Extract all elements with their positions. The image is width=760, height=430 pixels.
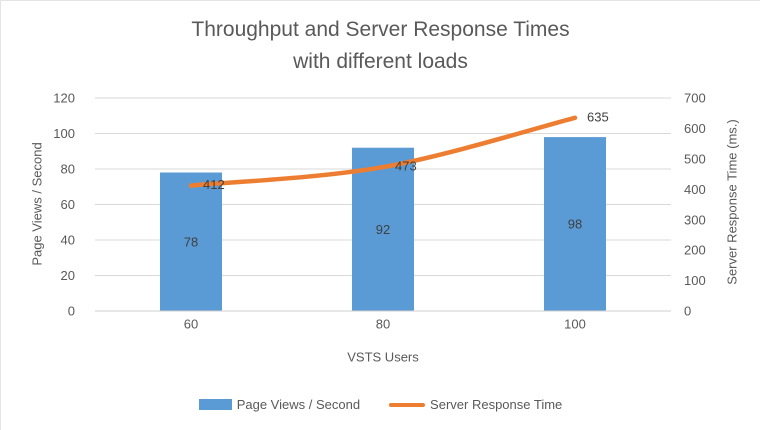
y-left-tick-label: 20 <box>61 268 75 283</box>
y-left-tick-label: 120 <box>53 91 75 106</box>
bar-value-label: 92 <box>376 222 390 237</box>
legend-label-page-views: Page Views / Second <box>236 397 361 412</box>
y-left-tick-label: 80 <box>61 162 75 177</box>
y-right-tick-label: 100 <box>684 273 706 288</box>
chart-title-line1: Throughput and Server Response Times <box>191 18 570 41</box>
bar-100 <box>544 137 606 312</box>
bar-series-swatch-icon <box>198 399 232 410</box>
y-right-tick-label: 500 <box>684 151 706 166</box>
server-response-time-line <box>188 115 578 188</box>
y-left-tick-label: 0 <box>68 304 75 319</box>
x-axis-title: VSTS Users <box>347 349 419 365</box>
y-right-tick-label: 0 <box>684 304 691 319</box>
y-right-tick-label: 200 <box>684 243 706 258</box>
bar-60 <box>160 172 222 311</box>
y-right-tick-label: 400 <box>684 182 706 197</box>
bar-80 <box>352 147 414 311</box>
chart-title-line2: with different loads <box>293 50 468 73</box>
legend-item-page-views: Page Views / Second <box>198 397 361 412</box>
y-left-tick-label: 40 <box>61 233 75 248</box>
y-right-tick-label: 700 <box>684 91 706 106</box>
chart-title: Throughput and Server Response Times wit… <box>1 14 760 78</box>
line-value-label: 635 <box>587 109 609 124</box>
line-series-swatch-icon <box>389 402 426 407</box>
bar-value-label: 78 <box>184 234 198 249</box>
line-value-label: 412 <box>203 177 225 192</box>
legend-item-server-response: Server Response Time <box>389 397 562 412</box>
legend-label-server-response: Server Response Time <box>430 397 563 412</box>
y-right-tick-label: 300 <box>684 212 706 227</box>
bar-value-label: 98 <box>568 217 582 232</box>
y-left-tick-label: 100 <box>53 126 75 141</box>
y-left-tick-label: 60 <box>61 197 75 212</box>
line-value-label: 473 <box>395 159 417 174</box>
y-right-tick-label: 600 <box>684 121 706 136</box>
x-tick-label: 80 <box>376 317 390 332</box>
x-tick-label: 100 <box>564 317 586 332</box>
x-tick-label: 60 <box>184 317 198 332</box>
legend: Page Views / Second Server Response Time <box>1 397 760 412</box>
